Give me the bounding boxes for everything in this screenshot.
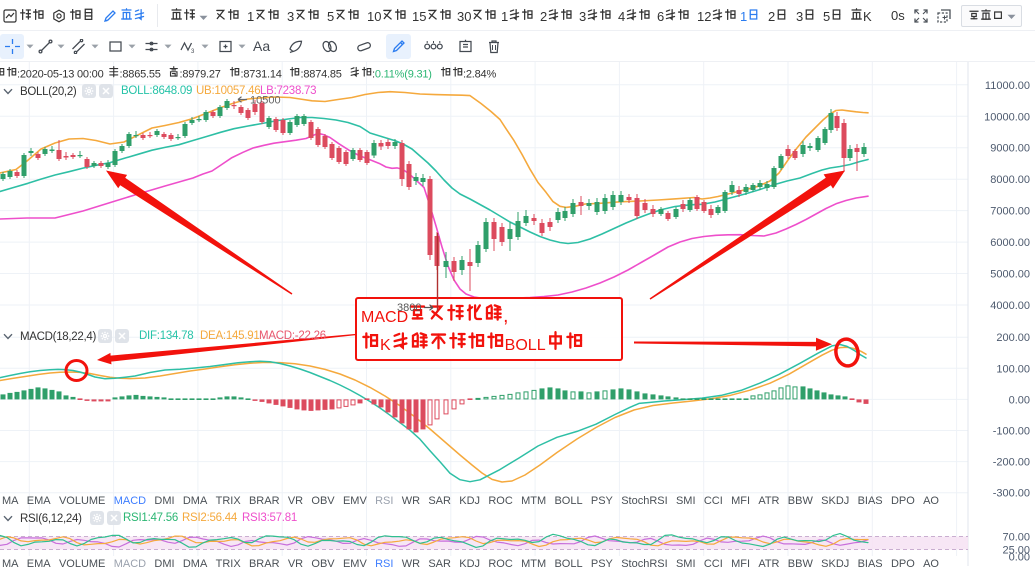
- svg-text:0.00: 0.00: [1009, 394, 1030, 406]
- svg-text:10000.00: 10000.00: [984, 111, 1030, 123]
- svg-text:11000.00: 11000.00: [985, 80, 1030, 92]
- svg-text:200.00: 200.00: [996, 332, 1030, 344]
- svg-text:25.00: 25.00: [1002, 545, 1030, 557]
- svg-text:9000.00: 9000.00: [990, 143, 1030, 155]
- svg-text:100.00: 100.00: [996, 363, 1030, 375]
- svg-text:-100.00: -100.00: [993, 426, 1030, 438]
- svg-text:7000.00: 7000.00: [990, 206, 1030, 218]
- svg-text:-200.00: -200.00: [993, 457, 1030, 469]
- svg-text:0.00: 0.00: [1009, 552, 1030, 564]
- svg-text:8000.00: 8000.00: [990, 174, 1030, 186]
- svg-text:10500: 10500: [250, 95, 281, 107]
- svg-text:4000.00: 4000.00: [990, 300, 1030, 312]
- svg-text:3800: 3800: [397, 302, 421, 314]
- svg-text:70.00: 70.00: [1002, 532, 1030, 544]
- svg-text:3: 3: [191, 49, 195, 54]
- svg-text:5000.00: 5000.00: [990, 269, 1030, 281]
- svg-text:-300.00: -300.00: [993, 488, 1030, 500]
- svg-text:6000.00: 6000.00: [990, 237, 1030, 249]
